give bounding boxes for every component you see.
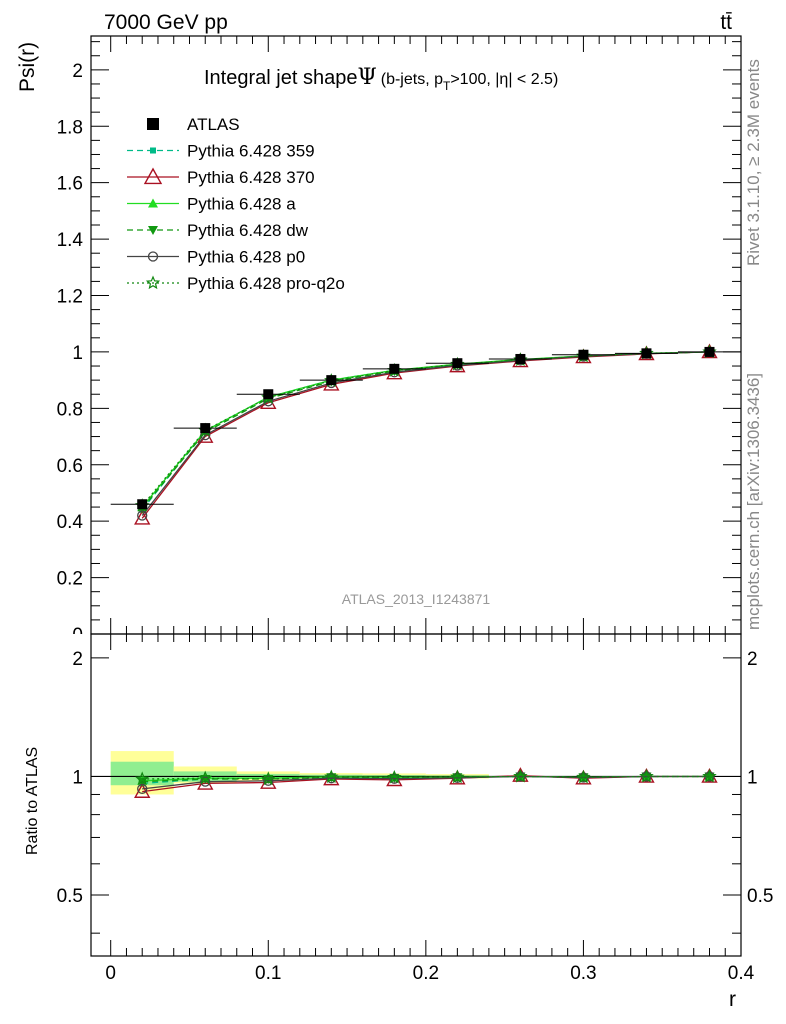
atlas-data-point — [200, 423, 211, 434]
x-axis-label: r — [729, 988, 736, 1011]
ratio-panel: 0.5 0.5 1 1 2 2 0 0.1 0.2 0.3 0.4 — [57, 633, 773, 984]
ratio-data-point — [197, 770, 213, 785]
atlas-data-point — [389, 363, 400, 374]
atlas-data-point — [137, 499, 148, 510]
atlas-data-point — [578, 349, 589, 360]
ratio-data-point — [513, 768, 528, 783]
ratio-data-point — [639, 768, 654, 783]
ratio-y-tick-label-right: 0.5 — [747, 886, 773, 907]
series-line — [141, 351, 710, 511]
y-tick-label: 1.6 — [57, 174, 83, 195]
series-line — [141, 351, 710, 519]
mcplots-label: mcplots.cern.ch [arXiv:1306.3436] — [744, 372, 763, 630]
legend-label: Pythia 6.428 359 — [187, 142, 315, 161]
series-line — [141, 351, 710, 507]
x-tick-label: 0.1 — [255, 963, 281, 984]
legend-marker — [148, 226, 158, 235]
y-tick-label: 1.2 — [57, 287, 83, 308]
atlas-data-point — [515, 353, 526, 364]
legend-label: Pythia 6.428 p0 — [187, 248, 305, 267]
ratio-data-point — [324, 769, 339, 784]
y-tick-label: 1 — [72, 343, 83, 364]
ratio-y-tick-label-right: 1 — [747, 767, 758, 788]
main-panel: 0.2 0.4 0.6 0.8 1 1.2 1.4 1.6 1.8 2 0 — [57, 35, 742, 646]
atlas-data-point — [263, 389, 274, 400]
y-tick-label: 2 — [72, 61, 83, 82]
legend-marker — [147, 251, 159, 262]
ratio-data-point — [137, 783, 148, 795]
y-tick-label: 0.6 — [57, 456, 83, 477]
ratio-data-point — [263, 775, 274, 786]
x-tick-label: 0 — [105, 963, 116, 984]
series-line — [141, 351, 710, 509]
legend-marker-atlas — [147, 118, 159, 130]
data-point — [137, 510, 148, 521]
analysis-watermark: ATLAS_2013_I1243871 — [342, 591, 491, 607]
atlas-data-point — [452, 358, 463, 369]
legend-marker — [150, 147, 156, 154]
legend-label: Pythia 6.428 pro-q2o — [187, 274, 345, 293]
series-line — [141, 351, 710, 516]
ratio-data-point — [702, 768, 717, 783]
legend-marker — [145, 275, 161, 290]
ratio-data-point — [387, 769, 402, 784]
legend-label: Pythia 6.428 a — [187, 195, 296, 214]
ratio-data-point — [389, 773, 400, 784]
x-tick-label: 0.2 — [413, 963, 439, 984]
y-tick-label: 1.4 — [57, 230, 84, 251]
legend-label: ATLAS — [187, 115, 240, 134]
main-ylabel: Psi(r) — [16, 42, 39, 92]
ratio-data-point — [452, 772, 463, 783]
y-tick-label: 0.4 — [57, 512, 84, 533]
x-tick-label: 0.4 — [728, 963, 755, 984]
y-tick-label: 0 — [72, 625, 83, 646]
ratio-series-line — [142, 775, 710, 790]
ratio-y-tick-label: 2 — [72, 649, 83, 670]
header-right-label: tt̄ — [720, 11, 732, 34]
legend-label: Pythia 6.428 dw — [187, 221, 309, 240]
header-left-label: 7000 GeV pp — [104, 11, 228, 34]
legend-marker — [148, 198, 158, 208]
x-tick-label: 0.3 — [570, 963, 596, 984]
ratio-y-tick-label: 0.5 — [57, 886, 83, 907]
ratio-data-point — [576, 769, 591, 784]
main-title: Integral jet shapeΨ (b-jets, pT>100, |η| … — [204, 65, 558, 93]
atlas-data-point — [326, 375, 337, 386]
atlas-data-point — [641, 348, 652, 359]
legend: ATLAS Pythia 6.428 359 Pythia 6.428 370 Pyt… — [127, 115, 345, 293]
y-tick-label: 1.8 — [57, 117, 83, 138]
ratio-data-point — [450, 769, 465, 784]
legend-label: Pythia 6.428 370 — [187, 168, 315, 187]
y-tick-label: 0.2 — [57, 569, 83, 590]
atlas-data-point — [704, 346, 715, 357]
y-tick-label: 0.8 — [57, 399, 83, 420]
ratio-ylabel: Ratio to ATLAS — [24, 747, 41, 855]
legend-marker — [143, 167, 163, 185]
ratio-y-tick-label: 1 — [72, 767, 83, 788]
series-line — [141, 351, 710, 508]
ratio-data-point — [200, 776, 211, 787]
ratio-y-tick-label-right: 2 — [747, 649, 758, 670]
ratio-data-point — [135, 771, 150, 786]
ratio-data-point — [261, 771, 276, 786]
ratio-frame — [90, 633, 742, 957]
ratio-data-point — [326, 773, 337, 784]
rivet-version-label: Rivet 3.1.10, ≥ 2.3M events — [744, 59, 763, 266]
